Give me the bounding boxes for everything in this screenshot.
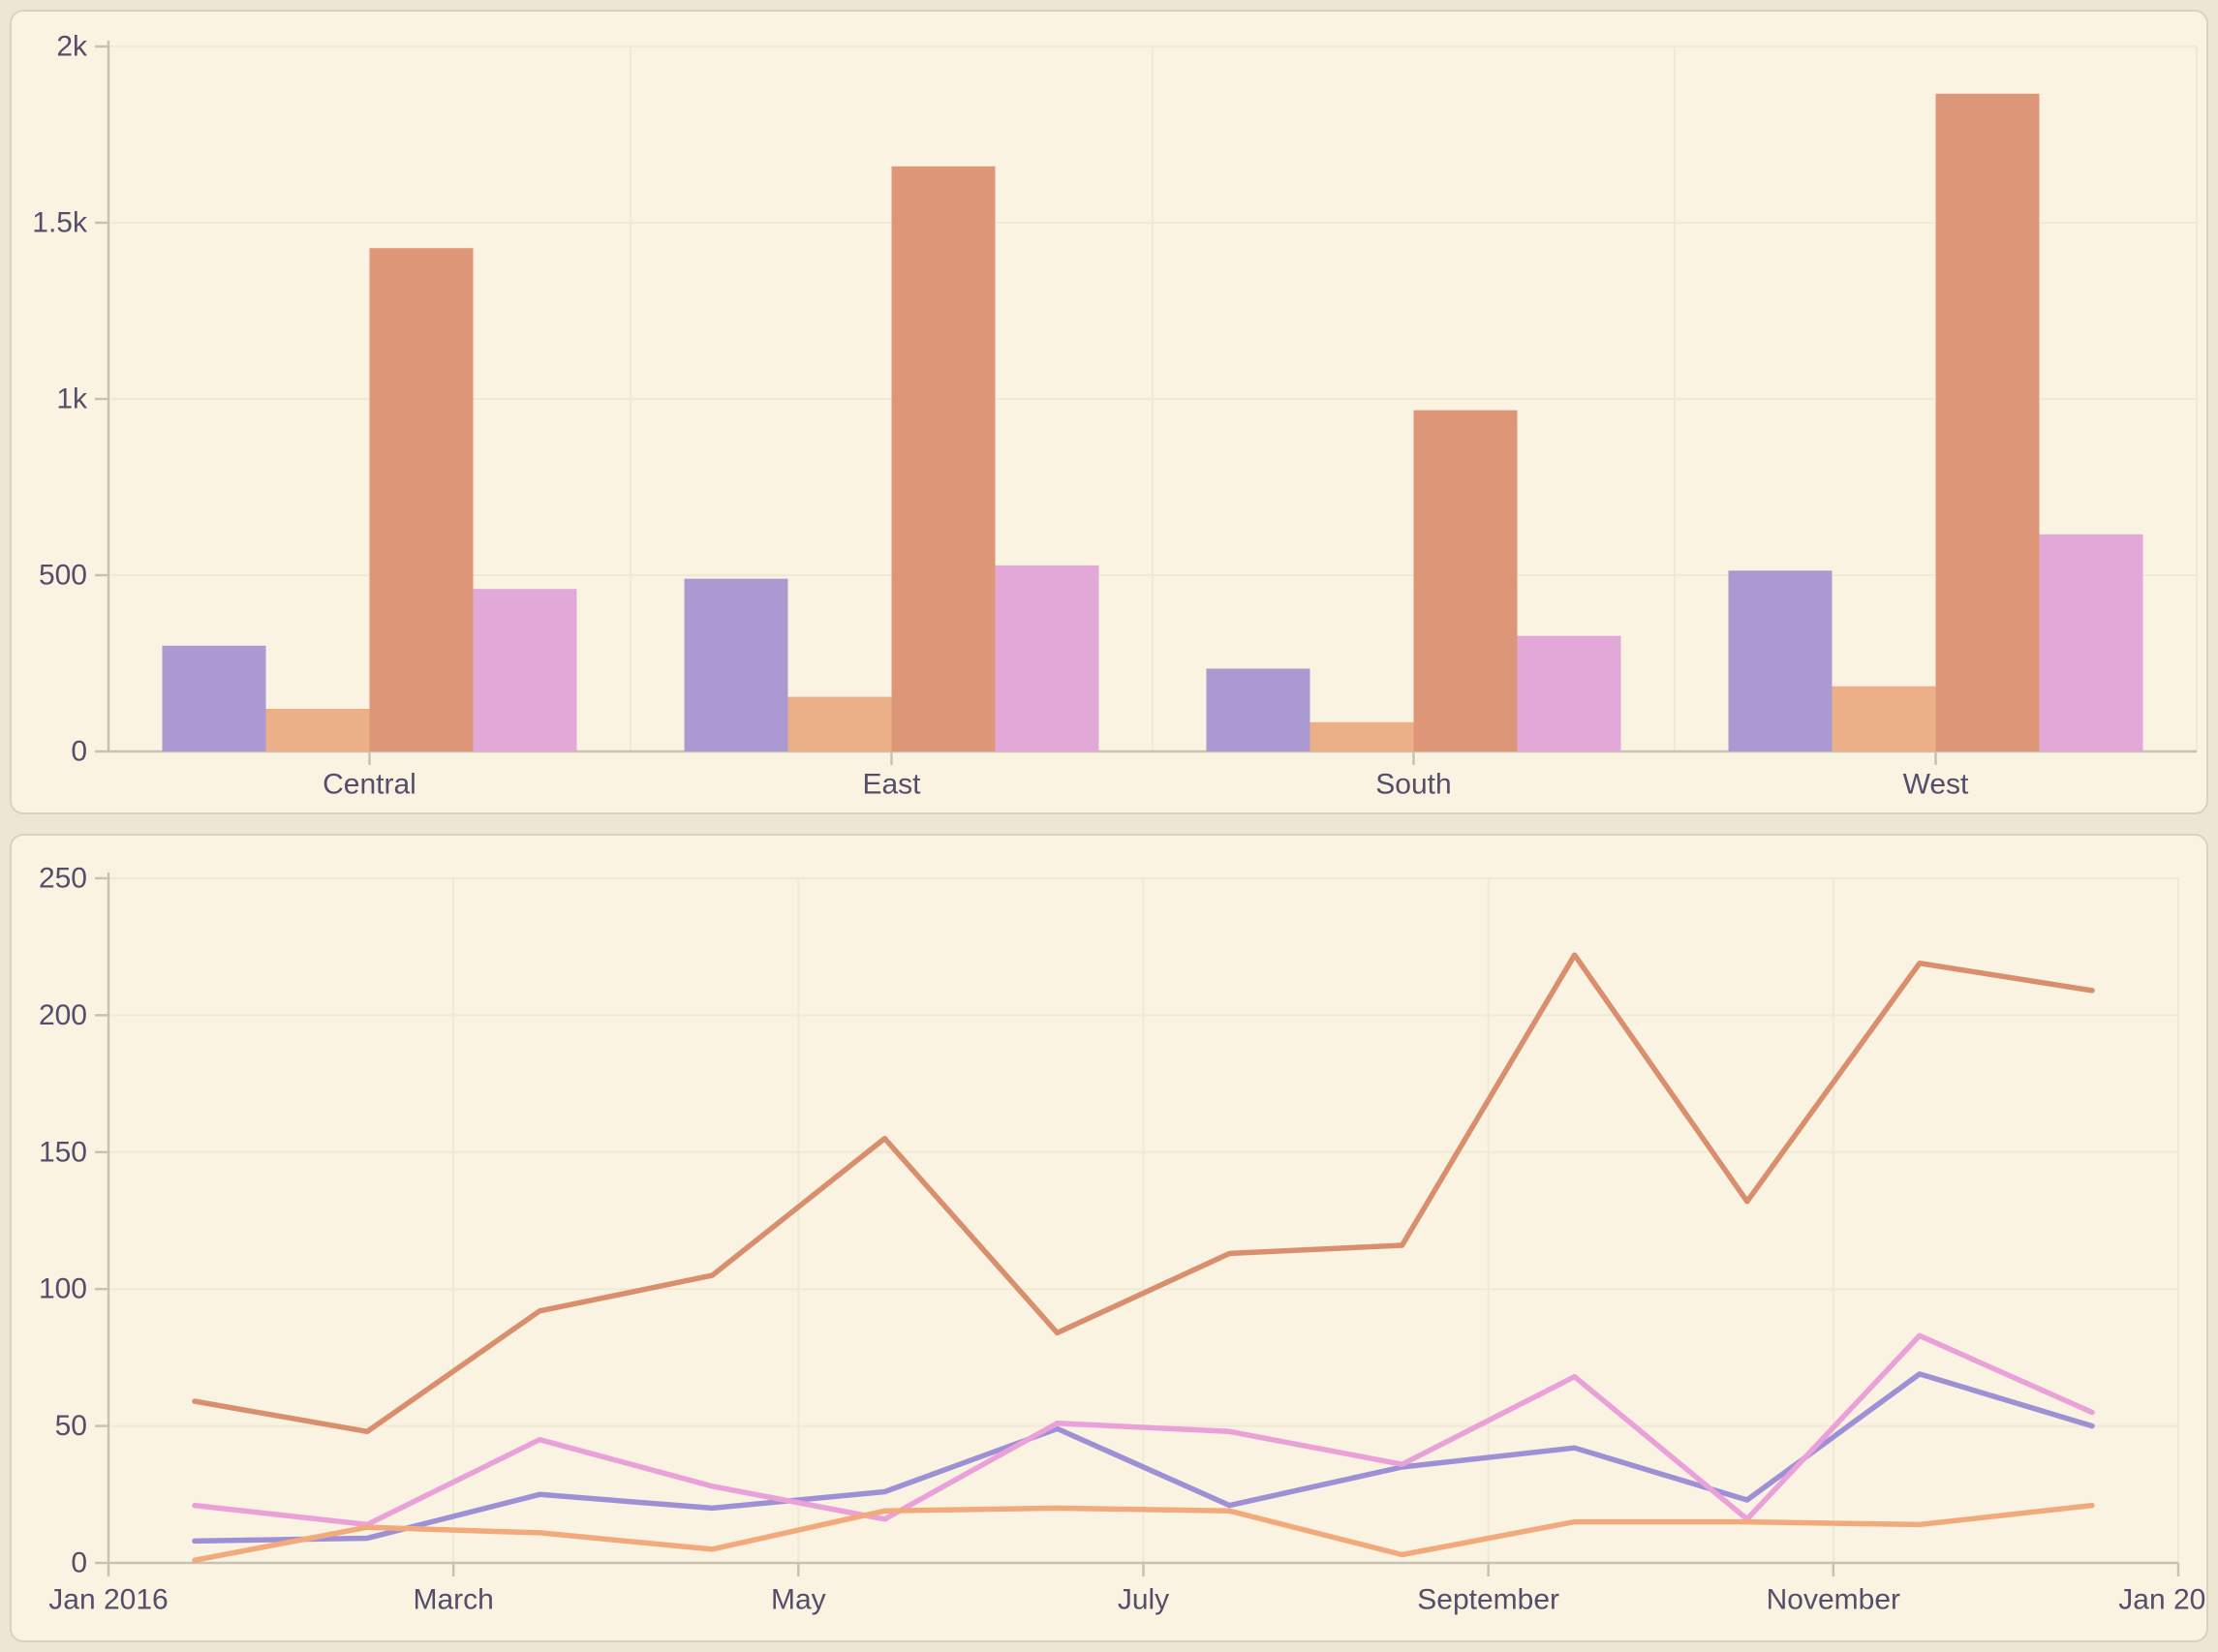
x-category-label: West bbox=[1903, 769, 1969, 801]
bar-purple-south[interactable] bbox=[1206, 668, 1310, 751]
bar-purple-central[interactable] bbox=[162, 645, 266, 751]
line-chart[interactable]: 0 50 100 150 200 250 Jan 2016 March May July Septe… bbox=[12, 836, 2206, 1640]
y-tick-label: 0 bbox=[71, 1547, 87, 1579]
y-tick-label: 200 bbox=[39, 999, 87, 1031]
y-tick-label: 500 bbox=[39, 560, 87, 592]
bar-chart[interactable]: 0 500 1k 1.5k 2k Central East South West bbox=[12, 12, 2206, 812]
x-tick-label: September bbox=[1417, 1584, 1559, 1616]
bar-pink-central[interactable] bbox=[473, 589, 577, 751]
bar-salmon-east[interactable] bbox=[891, 166, 996, 751]
line-series-light-orange[interactable] bbox=[192, 1502, 2095, 1563]
bar-light-orange-central[interactable] bbox=[265, 708, 370, 751]
x-tick-label: November bbox=[1767, 1584, 1900, 1616]
bar-salmon-south[interactable] bbox=[1413, 410, 1518, 751]
x-tick-label: Jan 2017 bbox=[2118, 1584, 2206, 1616]
bar-chart-panel: 0 500 1k 1.5k 2k Central East South West bbox=[10, 10, 2208, 814]
y-tick-label: 150 bbox=[39, 1136, 87, 1168]
bar-pink-south[interactable] bbox=[1517, 635, 1621, 751]
y-tick-label: 50 bbox=[55, 1410, 87, 1442]
y-tick-label: 2k bbox=[56, 31, 88, 63]
x-tick-label: July bbox=[1118, 1584, 1169, 1616]
bar-purple-east[interactable] bbox=[684, 578, 788, 751]
y-tick-label: 250 bbox=[39, 863, 87, 895]
bar-light-orange-east[interactable] bbox=[787, 696, 892, 751]
x-tick-label: Jan 2016 bbox=[48, 1584, 168, 1616]
bar-purple-west[interactable] bbox=[1728, 570, 1833, 751]
y-tick-label: 100 bbox=[39, 1273, 87, 1305]
line-series-pink[interactable] bbox=[192, 1332, 2095, 1528]
line-series-purple[interactable] bbox=[192, 1371, 2095, 1545]
bar-light-orange-south[interactable] bbox=[1309, 721, 1414, 751]
y-tick-label: 0 bbox=[71, 736, 87, 768]
bar-light-orange-west[interactable] bbox=[1832, 686, 1936, 751]
x-category-label: South bbox=[1375, 769, 1451, 801]
bar-pink-east[interactable] bbox=[995, 565, 1099, 751]
bar-salmon-central[interactable] bbox=[369, 248, 474, 751]
x-tick-label: March bbox=[413, 1584, 493, 1616]
line-chart-panel: 0 50 100 150 200 250 Jan 2016 March May July Septe… bbox=[10, 834, 2208, 1642]
x-tick-label: May bbox=[771, 1584, 826, 1616]
bar-salmon-west[interactable] bbox=[1935, 93, 2040, 751]
bar-pink-west[interactable] bbox=[2039, 534, 2143, 751]
y-tick-label: 1k bbox=[56, 383, 88, 415]
x-category-label: East bbox=[862, 769, 921, 801]
x-category-label: Central bbox=[323, 769, 416, 801]
y-tick-label: 1.5k bbox=[32, 207, 88, 239]
line-series-salmon[interactable] bbox=[192, 952, 2095, 1435]
